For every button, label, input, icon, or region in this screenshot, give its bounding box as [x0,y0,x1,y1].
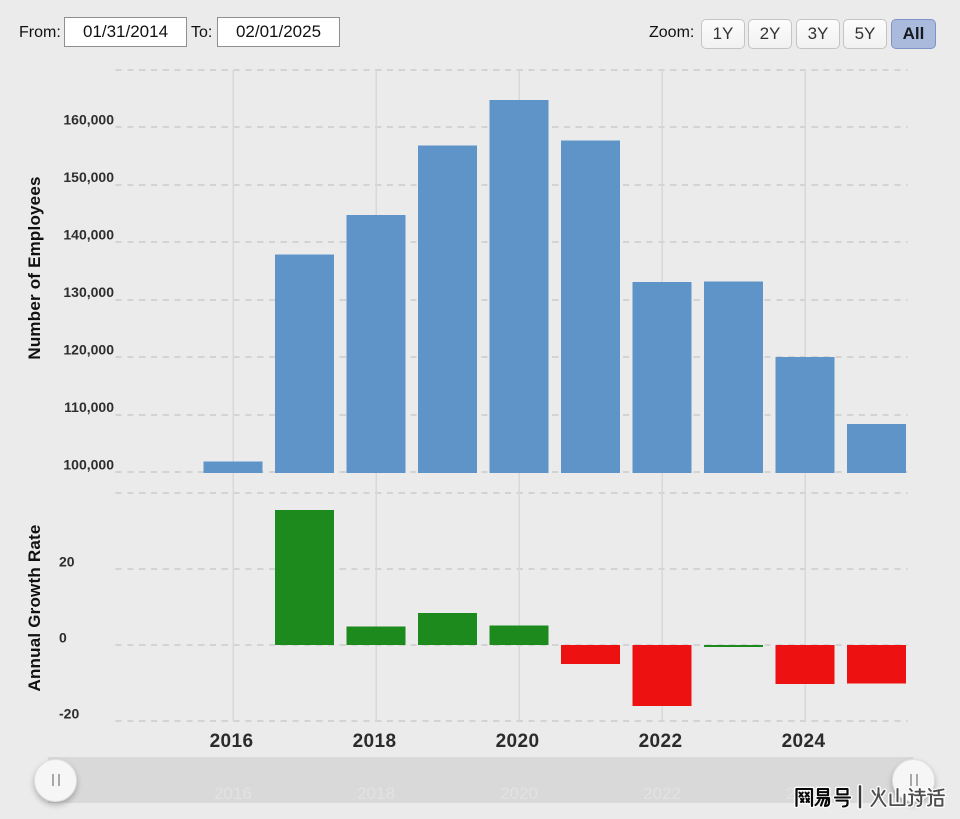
svg-text:130,000: 130,000 [63,284,114,300]
svg-text:150,000: 150,000 [63,169,114,185]
svg-text:2016: 2016 [210,731,254,752]
svg-text:140,000: 140,000 [63,227,114,243]
svg-text:2024: 2024 [782,731,826,752]
svg-text:20: 20 [59,553,75,569]
svg-text:100,000: 100,000 [63,456,114,472]
svg-text:120,000: 120,000 [63,341,114,357]
svg-text:0: 0 [59,629,67,645]
svg-text:2022: 2022 [639,731,683,752]
svg-text:2018: 2018 [353,731,397,752]
svg-text:160,000: 160,000 [63,112,114,128]
svg-text:2020: 2020 [496,731,540,752]
svg-text:-20: -20 [59,705,79,721]
svg-text:110,000: 110,000 [64,399,114,415]
svg-text:Number of Employees: Number of Employees [25,176,44,359]
svg-text:Annual Growth Rate: Annual Growth Rate [25,525,44,692]
